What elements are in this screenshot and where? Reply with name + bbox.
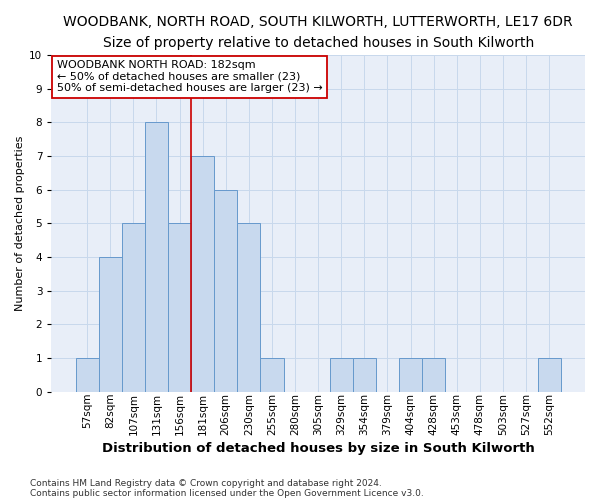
X-axis label: Distribution of detached houses by size in South Kilworth: Distribution of detached houses by size … xyxy=(102,442,535,455)
Text: Contains HM Land Registry data © Crown copyright and database right 2024.: Contains HM Land Registry data © Crown c… xyxy=(30,478,382,488)
Title: WOODBANK, NORTH ROAD, SOUTH KILWORTH, LUTTERWORTH, LE17 6DR
Size of property rel: WOODBANK, NORTH ROAD, SOUTH KILWORTH, LU… xyxy=(64,15,573,50)
Bar xyxy=(98,257,122,392)
Bar xyxy=(122,223,145,392)
Text: WOODBANK NORTH ROAD: 182sqm
← 50% of detached houses are smaller (23)
50% of sem: WOODBANK NORTH ROAD: 182sqm ← 50% of det… xyxy=(56,60,322,93)
Bar xyxy=(399,358,422,392)
Y-axis label: Number of detached properties: Number of detached properties xyxy=(15,136,25,311)
Bar xyxy=(145,122,168,392)
Bar xyxy=(76,358,98,392)
Bar xyxy=(422,358,445,392)
Bar xyxy=(353,358,376,392)
Bar xyxy=(260,358,284,392)
Bar xyxy=(168,223,191,392)
Bar xyxy=(214,190,237,392)
Text: Contains public sector information licensed under the Open Government Licence v3: Contains public sector information licen… xyxy=(30,488,424,498)
Bar xyxy=(538,358,561,392)
Bar xyxy=(191,156,214,392)
Bar xyxy=(237,223,260,392)
Bar xyxy=(330,358,353,392)
